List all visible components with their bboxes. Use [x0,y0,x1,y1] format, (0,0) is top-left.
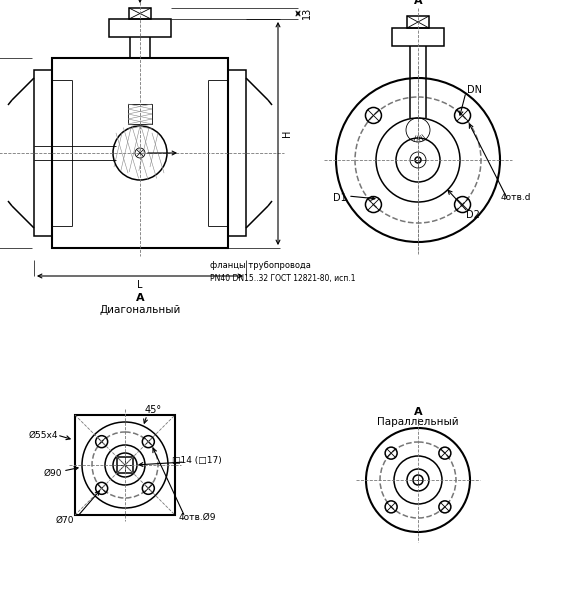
Bar [52,58,228,248]
Text: 4отв.d: 4отв.d [501,193,531,203]
Text: H: H [282,130,292,137]
Bar [407,16,429,28]
Text: D2: D2 [466,210,480,220]
Text: L: L [137,280,143,290]
Text: Ø90: Ø90 [44,468,62,478]
Text: Диагональный: Диагональный [99,305,180,315]
Text: 13: 13 [302,7,312,19]
Bar [392,28,444,46]
Bar [128,104,152,124]
Text: 45°: 45° [144,405,161,415]
Text: Ø55х4: Ø55х4 [28,430,58,440]
Text: 4отв.Ø9: 4отв.Ø9 [178,513,216,521]
Text: Ø70: Ø70 [56,516,74,524]
Bar [75,415,175,515]
Bar [117,457,133,473]
Text: D1: D1 [333,193,347,203]
Text: Параллельный: Параллельный [377,417,459,427]
Text: фланцы трубопровода: фланцы трубопровода [210,262,311,271]
Text: DN: DN [466,85,482,95]
Bar [228,70,246,236]
Bar [109,19,171,37]
Text: A: A [146,0,155,1]
Bar [129,8,151,19]
Text: A: A [413,407,422,417]
Text: □14 (□17): □14 (□17) [172,456,222,465]
Text: A: A [413,0,422,6]
Text: A: A [136,293,144,303]
Text: PN40 DN15..32 ГОСТ 12821-80, исп.1: PN40 DN15..32 ГОСТ 12821-80, исп.1 [210,273,355,282]
Bar [34,70,52,236]
